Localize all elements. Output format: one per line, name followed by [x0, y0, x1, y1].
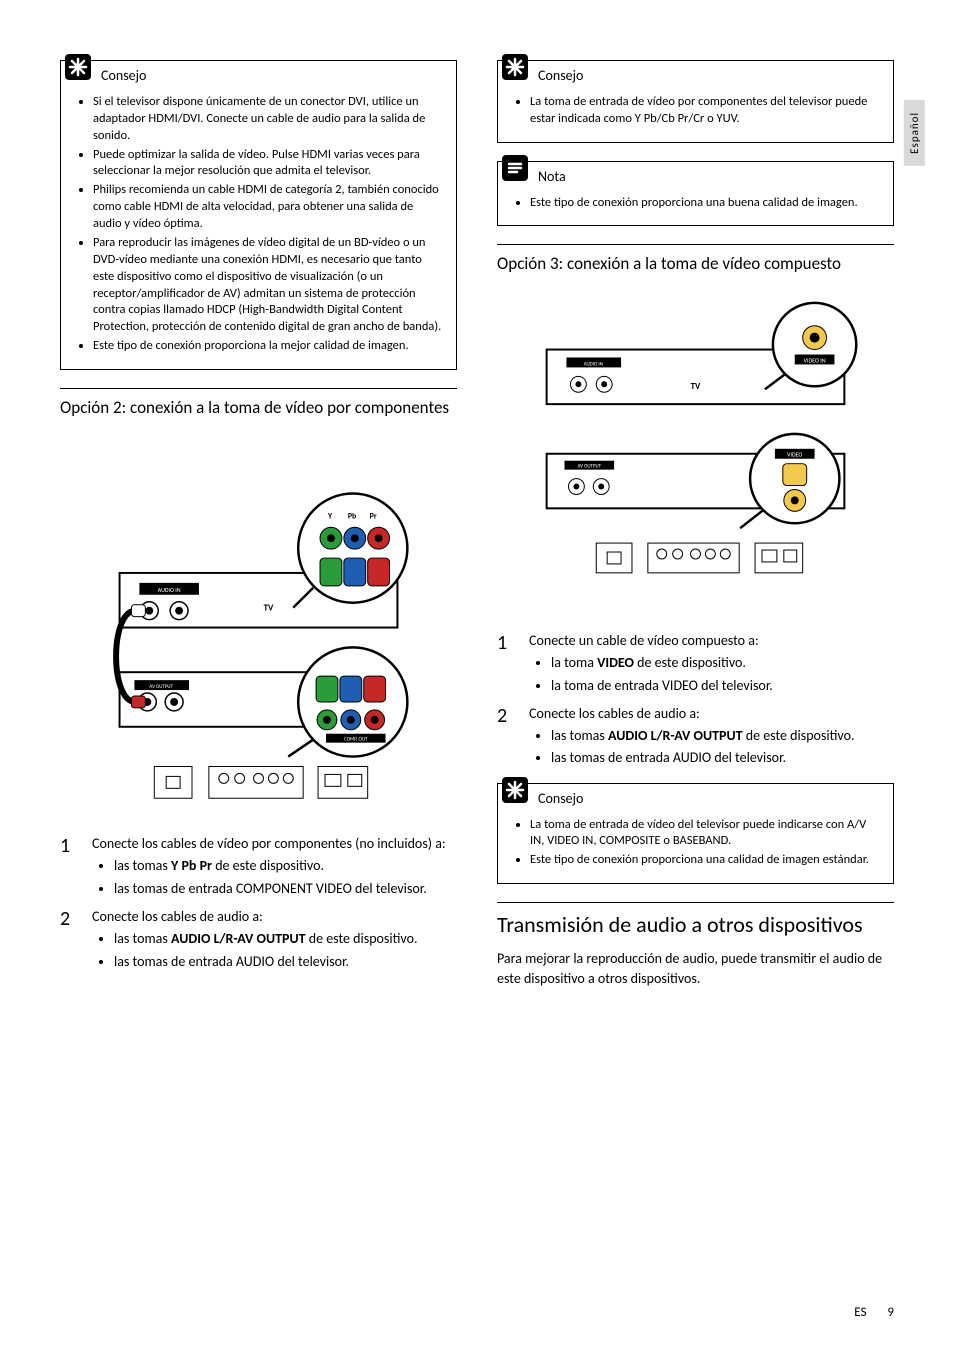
- tip-item: Si el televisor dispone únicamente de un…: [93, 94, 442, 145]
- tip-list: Si el televisor dispone únicamente de un…: [75, 94, 442, 355]
- sub-item: las tomas AUDIO L/R-AV OUTPUT de este di…: [114, 929, 457, 949]
- tip-list: La toma de entrada de vídeo del televiso…: [512, 817, 879, 870]
- divider: [497, 244, 894, 245]
- step-text: Conecte los cables de audio a:: [92, 908, 263, 925]
- svg-text:TV: TV: [691, 382, 701, 393]
- step-text: Conecte los cables de vídeo por componen…: [92, 835, 446, 852]
- tip-box-1: Consejo Si el televisor dispone únicamen…: [60, 60, 457, 370]
- note-title: Nota: [538, 168, 566, 187]
- language-tab: Español: [904, 100, 925, 166]
- tip-box-2: Consejo La toma de entrada de vídeo por …: [497, 60, 894, 143]
- tip-item: Este tipo de conexión proporciona la mej…: [93, 338, 442, 355]
- svg-text:AV OUTPUT: AV OUTPUT: [149, 684, 173, 690]
- sub-item: las tomas de entrada AUDIO del televisor…: [114, 952, 457, 972]
- asterisk-icon: [502, 54, 528, 80]
- note-list: Este tipo de conexión proporciona una bu…: [512, 195, 879, 212]
- step: Conecte los cables de vídeo por componen…: [60, 834, 457, 899]
- tip-title: Consejo: [538, 790, 583, 809]
- tip-item: Philips recomienda un cable HDMI de cate…: [93, 182, 442, 233]
- option2-heading: Opción 2: conexión a la toma de vídeo po…: [60, 397, 457, 420]
- tip-item: Para reproducir las imágenes de vídeo di…: [93, 235, 442, 336]
- divider: [497, 902, 894, 903]
- svg-text:TV: TV: [264, 603, 274, 614]
- footer-lang: ES: [854, 1305, 866, 1320]
- tip-item: La toma de entrada de vídeo del televiso…: [530, 817, 879, 851]
- svg-text:AUDIO IN: AUDIO IN: [158, 586, 181, 594]
- step: Conecte un cable de vídeo compuesto a: l…: [497, 631, 894, 696]
- svg-text:Y: Y: [327, 511, 333, 521]
- tip-item: Puede optimizar la salida de vídeo. Puls…: [93, 147, 442, 181]
- two-column-layout: Consejo Si el televisor dispone únicamen…: [60, 60, 894, 989]
- page-footer: ES 9: [854, 1305, 894, 1320]
- step-text: Conecte los cables de audio a:: [529, 705, 700, 722]
- sub-item: la toma de entrada VIDEO del televisor.: [551, 676, 894, 696]
- option3-heading: Opción 3: conexión a la toma de vídeo co…: [497, 253, 894, 276]
- svg-text:AV OUTPUT: AV OUTPUT: [577, 464, 601, 470]
- divider: [60, 388, 457, 389]
- tip-item: La toma de entrada de vídeo por componen…: [530, 94, 879, 128]
- footer-page: 9: [887, 1305, 894, 1320]
- asterisk-icon: [65, 54, 91, 80]
- step: Conecte los cables de audio a: las tomas…: [497, 704, 894, 769]
- sub-item: la toma VIDEO de este dispositivo.: [551, 653, 894, 673]
- composite-connection-diagram: AUDIO IN TV VIDEO IN AV OUTPUT VIDEO: [497, 290, 894, 608]
- sub-item: las tomas de entrada AUDIO del televisor…: [551, 748, 894, 768]
- sub-item: las tomas AUDIO L/R-AV OUTPUT de este di…: [551, 726, 894, 746]
- svg-text:VIDEO: VIDEO: [787, 451, 802, 459]
- option2-steps: Conecte los cables de vídeo por componen…: [60, 834, 457, 972]
- tip-title: Consejo: [101, 67, 146, 86]
- option3-steps: Conecte un cable de vídeo compuesto a: l…: [497, 631, 894, 769]
- step-text: Conecte un cable de vídeo compuesto a:: [529, 632, 759, 649]
- svg-text:AUDIO IN: AUDIO IN: [584, 362, 603, 368]
- sub-item: las tomas de entrada COMPONENT VIDEO del…: [114, 879, 457, 899]
- step: Conecte los cables de audio a: las tomas…: [60, 907, 457, 972]
- note-box: Nota Este tipo de conexión proporciona u…: [497, 161, 894, 227]
- tip-title: Consejo: [538, 67, 583, 86]
- svg-text:Pr: Pr: [370, 511, 377, 521]
- note-item: Este tipo de conexión proporciona una bu…: [530, 195, 879, 212]
- svg-text:COMP. OUT: COMP. OUT: [344, 737, 368, 743]
- right-column: Consejo La toma de entrada de vídeo por …: [497, 60, 894, 989]
- transmit-heading: Transmisión de audio a otros dispositivo…: [497, 911, 894, 939]
- component-connection-diagram: AUDIO IN TV Y Pb Pr AV OUTPUT: [60, 434, 457, 811]
- svg-text:VIDEO IN: VIDEO IN: [804, 357, 826, 365]
- asterisk-icon: [502, 777, 528, 803]
- left-column: Consejo Si el televisor dispone únicamen…: [60, 60, 457, 989]
- tip-list: La toma de entrada de vídeo por componen…: [512, 94, 879, 128]
- transmit-body: Para mejorar la reproducción de audio, p…: [497, 949, 894, 990]
- note-icon: [502, 155, 528, 181]
- tip-item: Este tipo de conexión proporciona una ca…: [530, 852, 879, 869]
- svg-text:Pb: Pb: [348, 511, 356, 521]
- sub-item: las tomas Y Pb Pr de este dispositivo.: [114, 856, 457, 876]
- tip-box-3: Consejo La toma de entrada de vídeo del …: [497, 783, 894, 885]
